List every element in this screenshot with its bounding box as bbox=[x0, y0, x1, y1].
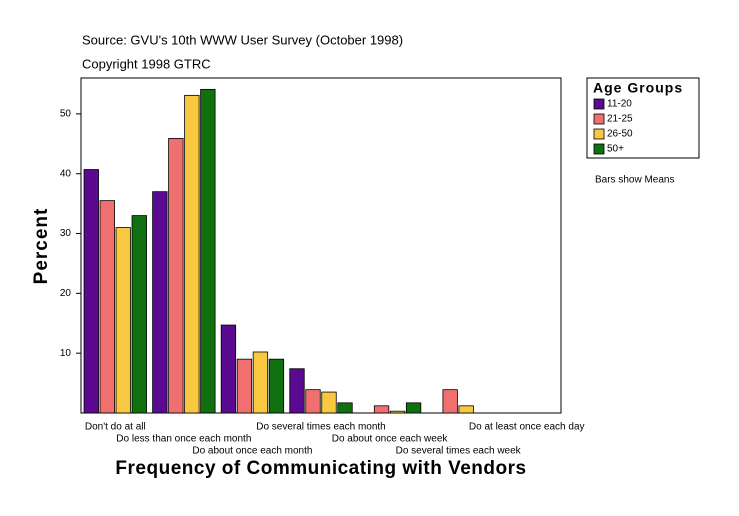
x-axis-label: Frequency of Communicating with Vendors bbox=[115, 458, 526, 479]
x-tick-label: Don't do at all bbox=[85, 422, 146, 433]
bar bbox=[405, 402, 422, 414]
x-tick-label: Do at least once each day bbox=[469, 422, 585, 433]
bar bbox=[168, 138, 184, 414]
legend-label: 50+ bbox=[607, 144, 624, 155]
bar bbox=[252, 351, 269, 414]
copyright: Copyright 1998 GTRC bbox=[82, 56, 211, 71]
y-axis-label: Percent bbox=[31, 208, 52, 285]
y-tick-label: 50 bbox=[60, 109, 72, 120]
bar bbox=[458, 405, 474, 414]
y-tick-label: 10 bbox=[60, 348, 72, 359]
legend-title: Age Groups bbox=[593, 80, 683, 96]
bar bbox=[115, 227, 131, 414]
source: Source: GVU's 10th WWW User Survey (Octo… bbox=[82, 32, 403, 47]
bar bbox=[236, 358, 253, 414]
bar bbox=[389, 410, 406, 414]
bar bbox=[131, 215, 147, 414]
legend-label: 21-25 bbox=[607, 114, 633, 125]
legend-swatch bbox=[593, 98, 605, 110]
y-tick-label: 40 bbox=[60, 168, 72, 179]
x-tick-label: Do about once each week bbox=[332, 434, 449, 445]
bar bbox=[337, 402, 353, 414]
legend-swatch bbox=[593, 113, 605, 125]
legend-label: 11-20 bbox=[607, 99, 632, 110]
bar bbox=[184, 94, 200, 414]
bar bbox=[99, 200, 115, 414]
legend-swatch bbox=[593, 128, 605, 140]
y-tick-label: 20 bbox=[60, 288, 72, 299]
legend-label: 26-50 bbox=[607, 129, 633, 140]
bar bbox=[83, 169, 99, 414]
y-tick-label: 30 bbox=[60, 228, 72, 239]
bar bbox=[268, 358, 285, 414]
bar bbox=[289, 368, 305, 414]
note: Bars show Means bbox=[595, 175, 674, 186]
legend-swatch bbox=[593, 143, 605, 155]
x-tick-label: Do several times each week bbox=[396, 446, 522, 457]
bar bbox=[442, 389, 458, 414]
x-tick-label: Do less than once each month bbox=[116, 434, 251, 445]
legend bbox=[586, 77, 700, 159]
bar bbox=[373, 405, 390, 414]
bar bbox=[200, 88, 216, 414]
bar bbox=[321, 391, 337, 414]
bar bbox=[152, 191, 168, 414]
x-tick-label: Do several times each month bbox=[256, 422, 386, 433]
bar bbox=[305, 389, 321, 414]
bar bbox=[220, 324, 237, 414]
x-tick-label: Do about once each month bbox=[192, 446, 312, 457]
